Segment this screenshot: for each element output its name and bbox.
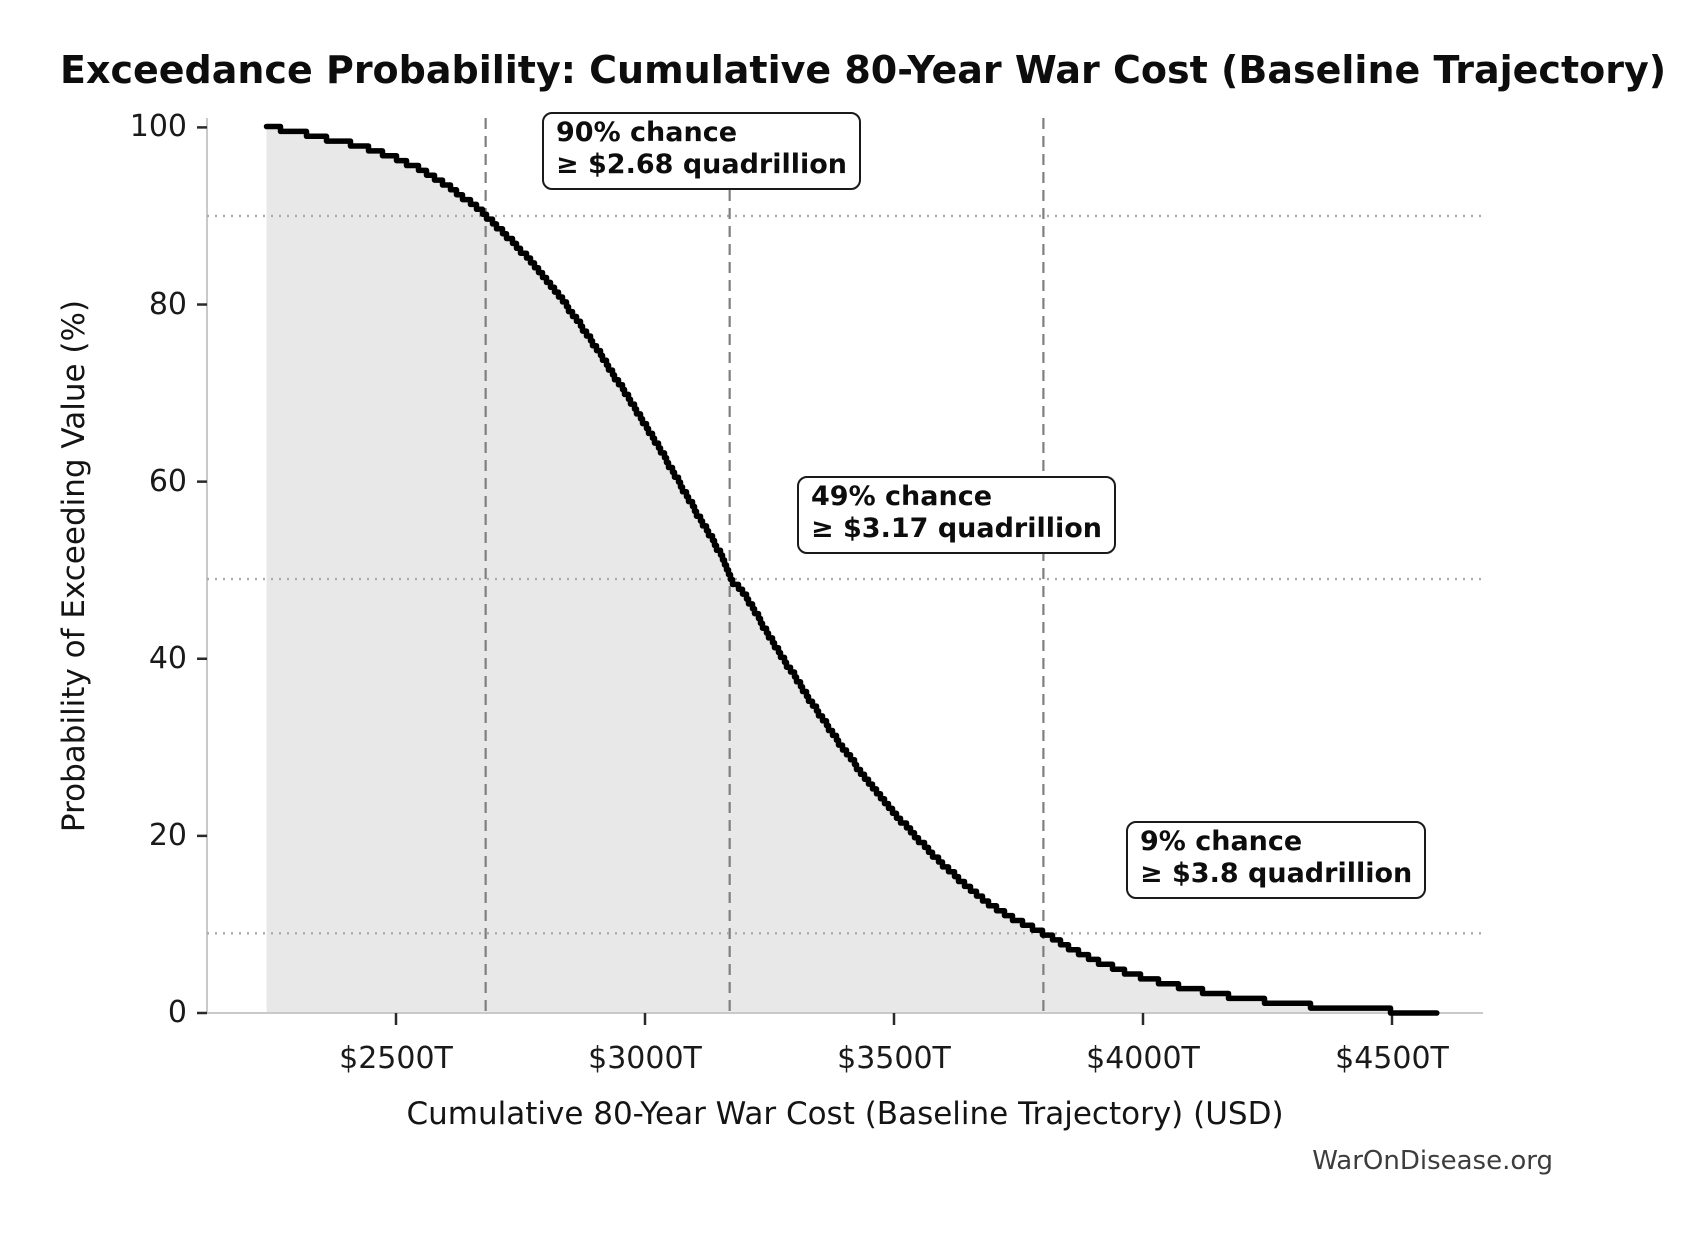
x-tick-label: $4000T [1086,1041,1200,1076]
annotation-line2: ≥ $3.17 quadrillion [811,512,1103,544]
annotation-box-9pct: 9% chance ≥ $3.8 quadrillion [1126,821,1427,899]
curve-area-fill [266,126,1437,1013]
y-tick-label: 100 [129,109,187,145]
x-tick-label: $4500T [1335,1041,1449,1076]
annotation-line1: 90% chance [556,117,738,148]
y-tick-label: 60 [148,463,187,499]
y-tick-label: 20 [148,817,187,853]
x-tick-label: $2500T [339,1041,453,1076]
y-axis-label: Probability of Exceeding Value (%) [56,299,92,833]
annotation-box-90pct: 90% chance ≥ $2.68 quadrillion [542,112,862,190]
x-tick-label: $3500T [837,1041,951,1076]
annotation-line1: 49% chance [811,481,993,512]
x-axis-label: Cumulative 80-Year War Cost (Baseline Tr… [406,1096,1284,1132]
y-tick-label: 40 [148,640,187,676]
y-tick-label: 0 [167,995,187,1030]
annotation-line1: 9% chance [1140,826,1303,857]
annotation-line2: ≥ $3.8 quadrillion [1140,857,1413,889]
chart-title: Exceedance Probability: Cumulative 80-Ye… [60,48,1667,92]
x-tick-label: $3000T [588,1041,702,1076]
y-tick-label: 80 [148,286,187,322]
watermark-text: WarOnDisease.org [1312,1146,1553,1176]
exceedance-curve [263,123,1440,1016]
annotation-box-49pct: 49% chance ≥ $3.17 quadrillion [797,476,1117,554]
annotation-line2: ≥ $2.68 quadrillion [556,148,848,180]
